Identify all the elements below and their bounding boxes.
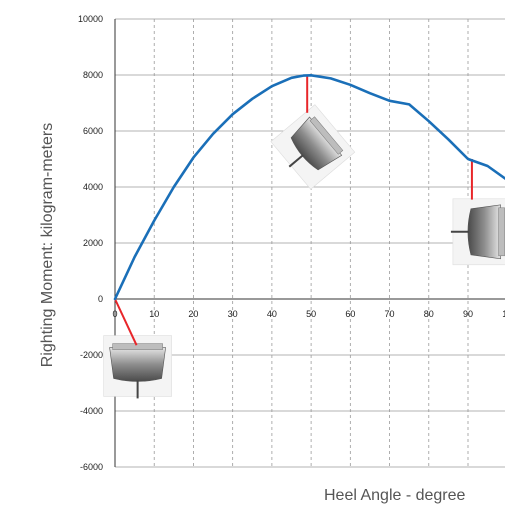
hull-deck <box>498 207 505 257</box>
x-tick-label: 10 <box>149 309 159 319</box>
y-tick-label: 0 <box>98 294 103 304</box>
y-tick-label: -4000 <box>80 406 103 416</box>
x-tick-label: 50 <box>306 309 316 319</box>
y-tick-label: 2000 <box>83 238 103 248</box>
series-layer <box>113 74 505 301</box>
x-tick-label: 40 <box>267 309 277 319</box>
x-tick-label: 70 <box>385 309 395 319</box>
hull-body <box>109 347 166 382</box>
x-axis-label: Heel Angle - degree <box>324 487 466 504</box>
x-tick-label: 30 <box>228 309 238 319</box>
x-tick-label: 0 <box>112 309 117 319</box>
hull-illustration <box>103 335 172 399</box>
y-tick-label: -2000 <box>80 350 103 360</box>
marker-line <box>114 298 138 346</box>
hull-deck <box>309 116 344 155</box>
x-tick-label: 90 <box>463 309 473 319</box>
hull-keel <box>288 154 304 168</box>
hull-illustration <box>450 198 505 266</box>
series-line <box>113 74 505 301</box>
x-tick-label: 80 <box>424 309 434 319</box>
y-tick-label: 8000 <box>83 70 103 80</box>
y-tick-label: 6000 <box>83 126 103 136</box>
hull-body <box>467 204 501 260</box>
y-axis-label: Righting Moment: kilogram-meters <box>39 123 56 368</box>
y-tick-label: 4000 <box>83 182 103 192</box>
marker-lines <box>114 75 473 346</box>
y-tick-labels: 10000 8000 6000 4000 2000 0 -2000 -4000 -6000 <box>78 14 103 472</box>
x-tick-labels: 0 10 20 30 40 50 60 70 80 90 10 <box>112 309 505 319</box>
hull-deck <box>112 343 163 350</box>
x-tick-label: 20 <box>188 309 198 319</box>
y-tick-label: -6000 <box>80 462 103 472</box>
hull-illustration <box>270 104 356 190</box>
y-tick-label: 10000 <box>78 14 103 24</box>
hull-illustrations <box>103 104 505 399</box>
hull-body <box>290 116 343 171</box>
grid <box>115 18 505 468</box>
x-tick-label: 10 <box>502 309 505 319</box>
x-tick-label: 60 <box>345 309 355 319</box>
